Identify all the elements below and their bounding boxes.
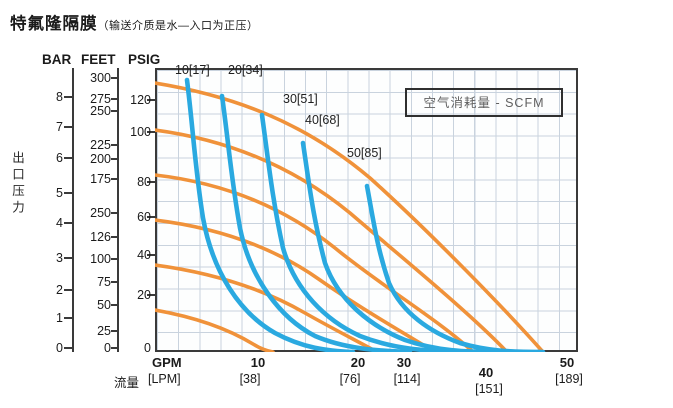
feet-tick-label: 25 xyxy=(97,324,111,338)
bar-axis-tick xyxy=(64,192,72,194)
bar-tick-label: 1 xyxy=(56,311,63,325)
feet-axis-tick xyxy=(111,144,118,146)
feet-axis-tick xyxy=(111,110,118,112)
psig-axis-header: PSIG xyxy=(128,52,161,67)
bar-axis-header: BAR xyxy=(42,52,72,67)
psig-axis-tick xyxy=(147,131,155,133)
x-tick-20: 20 xyxy=(350,355,366,370)
psig-tick-label: 0 xyxy=(144,341,151,355)
feet-axis-tick xyxy=(111,158,118,160)
bar-tick-label: 8 xyxy=(56,90,63,104)
feet-tick-label: 100 xyxy=(90,252,111,266)
psig-tick-label: 100 xyxy=(130,125,151,139)
psig-tick-label: 60 xyxy=(137,210,151,224)
bar-axis-tick xyxy=(64,126,72,128)
feet-axis-tick xyxy=(111,304,118,306)
feet-axis-tick xyxy=(111,258,118,260)
psig-tick-label: 40 xyxy=(137,248,151,262)
bar-axis-tick xyxy=(64,157,72,159)
x-tick-38: [38] xyxy=(239,372,261,386)
x-tick-151: [151] xyxy=(475,382,503,396)
x-tick-40: 40 xyxy=(478,365,494,380)
x-tick-114: [114] xyxy=(393,372,421,386)
bar-tick-label: 2 xyxy=(56,283,63,297)
bar-tick-label: 3 xyxy=(56,251,63,265)
bar-tick-label: 4 xyxy=(56,216,63,230)
x-unit-lpm: [LPM] xyxy=(148,372,181,386)
bar-axis-tick xyxy=(64,96,72,98)
psig-axis-tick xyxy=(147,99,155,101)
bar-tick-label: 7 xyxy=(56,120,63,134)
feet-tick-label: 200 xyxy=(90,152,111,166)
feet-tick-label: 275 xyxy=(90,92,111,106)
y-axis-title: 出口压力 xyxy=(10,151,24,217)
feet-axis-tick xyxy=(111,236,118,238)
feet-tick-label: 75 xyxy=(97,275,111,289)
feet-axis-header: FEET xyxy=(81,52,116,67)
page-title: 特氟隆隔膜（输送介质是水—入口为正压） xyxy=(10,10,259,34)
x-tick-189: [189] xyxy=(555,372,583,386)
feet-tick-label: 250 xyxy=(90,206,111,220)
feet-tick-label: 250 xyxy=(90,104,111,118)
feet-axis-tick xyxy=(111,347,118,349)
psig-axis-tick xyxy=(147,216,155,218)
feet-axis-tick xyxy=(111,77,118,79)
bar-axis-line xyxy=(72,68,74,352)
bar-axis-tick xyxy=(64,257,72,259)
x-tick-30: 30 xyxy=(396,355,412,370)
psig-axis-tick xyxy=(147,181,155,183)
psig-axis-tick xyxy=(147,254,155,256)
feet-tick-label: 300 xyxy=(90,71,111,85)
psig-tick-label: 20 xyxy=(137,288,151,302)
x-unit-gpm: GPM xyxy=(152,355,182,370)
flow-axis-title: 流量 xyxy=(114,376,140,390)
x-tick-10: 10 xyxy=(250,355,266,370)
feet-tick-label: 225 xyxy=(90,138,111,152)
legend-label: 空气消耗量 - SCFM xyxy=(423,96,545,110)
bar-axis-tick xyxy=(64,222,72,224)
bar-axis-tick xyxy=(64,289,72,291)
bar-axis-tick xyxy=(64,347,72,349)
psig-tick-label: 80 xyxy=(137,175,151,189)
legend-box: 空气消耗量 - SCFM xyxy=(405,88,563,117)
feet-tick-label: 50 xyxy=(97,298,111,312)
curve-label-10: 10[17] xyxy=(175,63,210,77)
feet-axis-tick xyxy=(111,281,118,283)
title-main: 特氟隆隔膜 xyxy=(10,15,98,33)
feet-tick-label: 175 xyxy=(90,172,111,186)
curve-label-20: 20[34] xyxy=(228,63,263,77)
bar-tick-label: 0 xyxy=(56,341,63,355)
bar-tick-label: 5 xyxy=(56,186,63,200)
feet-axis-tick xyxy=(111,330,118,332)
psig-axis-tick xyxy=(147,294,155,296)
title-subtitle: （输送介质是水—入口为正压） xyxy=(97,20,259,32)
feet-tick-label: 126 xyxy=(90,230,111,244)
feet-axis-tick xyxy=(111,178,118,180)
feet-axis-tick xyxy=(111,98,118,100)
curve-label-50: 50[85] xyxy=(347,146,382,160)
curve-label-40: 40[68] xyxy=(305,113,340,127)
bar-tick-label: 6 xyxy=(56,151,63,165)
feet-tick-label: 0 xyxy=(104,341,111,355)
feet-axis-line xyxy=(117,68,119,352)
bar-axis-tick xyxy=(64,317,72,319)
psig-tick-label: 120 xyxy=(130,93,151,107)
x-tick-50: 50 xyxy=(559,355,575,370)
curve-label-30: 30[51] xyxy=(283,92,318,106)
feet-axis-tick xyxy=(111,212,118,214)
x-tick-76: [76] xyxy=(339,372,361,386)
